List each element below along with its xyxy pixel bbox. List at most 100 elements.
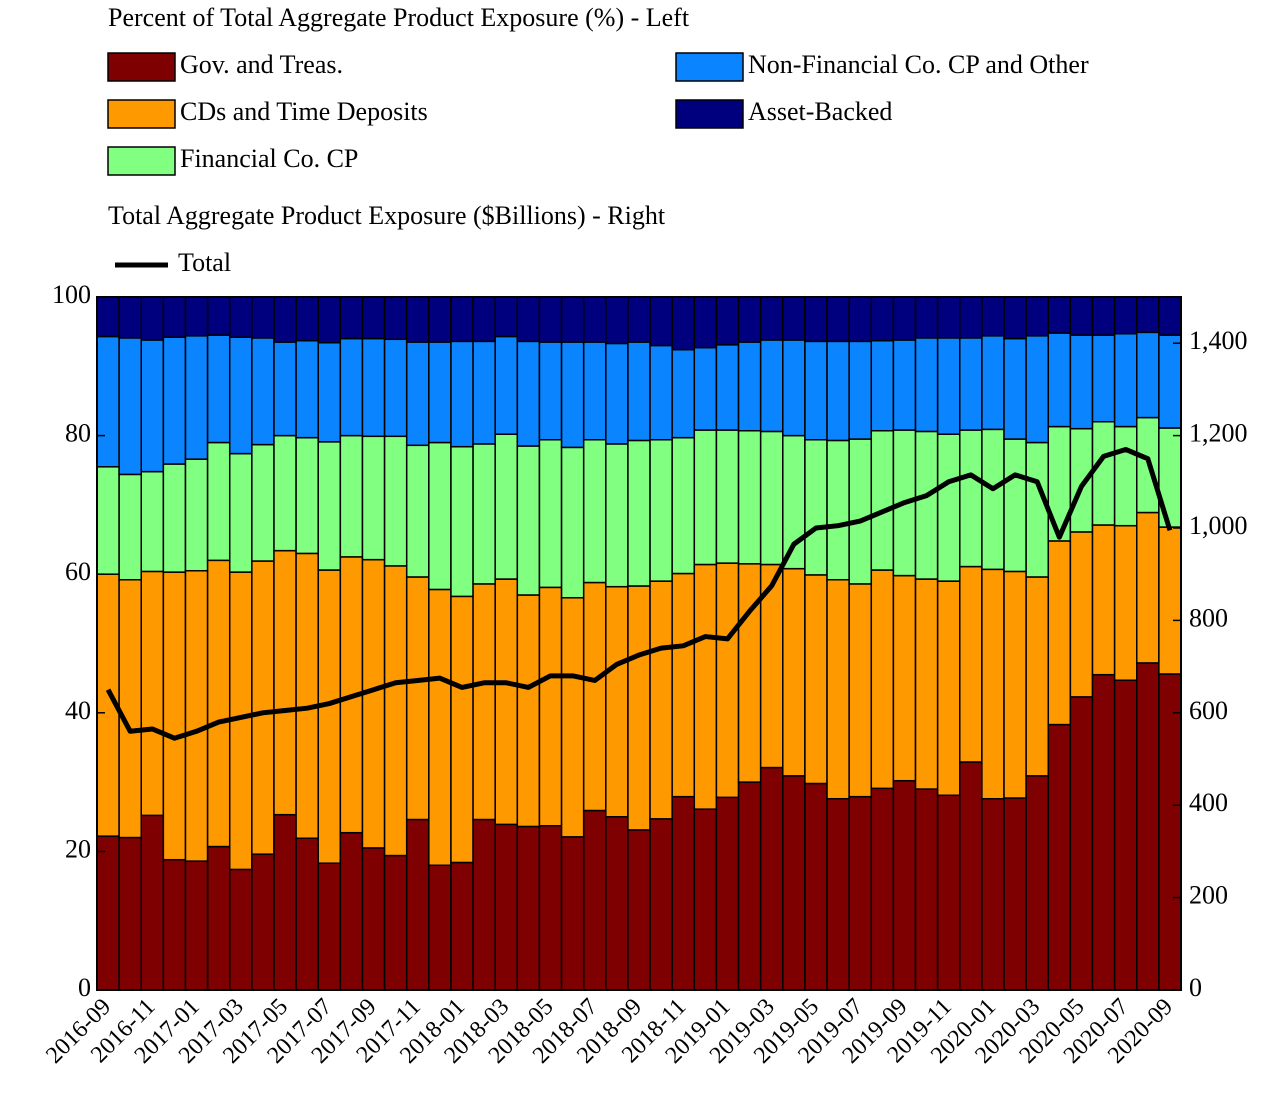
legend-label: Gov. and Treas. <box>180 50 343 79</box>
legend-label: Financial Co. CP <box>180 144 358 173</box>
y-tick-label: 20 <box>65 834 91 863</box>
bar-segment <box>1025 441 1050 578</box>
bar-segment <box>1069 427 1094 533</box>
bar-segment <box>782 775 806 991</box>
bar-segment <box>140 470 165 573</box>
bar-segment <box>96 466 120 575</box>
bar-segment <box>693 808 718 991</box>
bar-segment <box>826 439 850 581</box>
bar-segment <box>759 339 784 433</box>
bar-segment <box>870 296 895 342</box>
bar-segment <box>1158 334 1182 429</box>
bar-segment <box>361 337 386 438</box>
bar-segment <box>383 296 408 341</box>
bar-segment <box>959 565 983 763</box>
bar-segment <box>494 433 519 580</box>
bar-segment <box>804 439 828 576</box>
bar-segment <box>737 429 762 565</box>
bar-segment <box>605 296 629 345</box>
bar-segment <box>959 337 983 431</box>
bar-segment <box>560 597 585 838</box>
bar-segment <box>582 341 607 441</box>
bar-segment <box>494 335 519 435</box>
bar-segment <box>339 337 364 437</box>
bar-segment <box>627 829 651 991</box>
bar-segment <box>273 813 297 991</box>
bar-segment <box>162 571 187 861</box>
bar-segment <box>162 296 187 338</box>
bar-segment <box>251 853 275 991</box>
bar-segment <box>405 576 430 821</box>
bar-segment <box>184 569 209 862</box>
bar-segment <box>228 452 253 573</box>
bar-segment <box>1025 775 1050 991</box>
bar-segment <box>826 797 850 991</box>
bar-segment <box>228 336 253 455</box>
bar-segment <box>1113 332 1138 428</box>
bar-segment <box>715 296 740 346</box>
bar-segment <box>184 296 209 337</box>
legend-swatch <box>107 99 176 129</box>
bar-segment <box>560 446 585 599</box>
bar-segment <box>184 458 209 572</box>
bar-segment <box>472 340 496 445</box>
bar-segment <box>804 574 828 785</box>
bar-segment <box>251 443 275 562</box>
bar-segment <box>1003 337 1027 440</box>
bar-segment <box>383 565 408 857</box>
y2-tick-label: 1,200 <box>1189 419 1248 448</box>
bar-segment <box>715 796 740 991</box>
bar-segment <box>494 578 519 826</box>
bar-segment <box>1069 296 1094 336</box>
bar-segment <box>936 296 961 339</box>
bar-segment <box>715 344 740 431</box>
bar-segment <box>361 435 386 561</box>
bar-segment <box>516 445 541 596</box>
bar-segment <box>1158 296 1182 336</box>
bar-segment <box>516 825 541 991</box>
bar-segment <box>317 862 342 991</box>
bar-segment <box>804 782 828 991</box>
bar-segment <box>538 296 563 343</box>
bar-segment <box>251 560 275 855</box>
bar-segment <box>870 787 895 991</box>
bar-segment <box>981 568 1005 800</box>
bar-segment <box>96 296 120 338</box>
bar-segment <box>1113 679 1138 991</box>
bar-segment <box>1069 696 1094 991</box>
bar-segment <box>96 335 120 468</box>
bar-segment <box>737 563 762 783</box>
bar-segment <box>295 296 319 342</box>
bar-segment <box>118 836 142 991</box>
bar-segment <box>936 580 961 797</box>
bar-segment <box>671 795 696 991</box>
bar-segment <box>981 296 1005 337</box>
bar-segment <box>627 341 651 442</box>
bar-segment <box>472 818 496 991</box>
bar-segment <box>472 296 496 343</box>
bar-segment <box>804 296 828 343</box>
bar-segment <box>472 583 496 821</box>
bar-segment <box>737 781 762 991</box>
bar-segment <box>428 296 452 343</box>
bar-segment <box>251 296 275 339</box>
legend-label: CDs and Time Deposits <box>180 97 428 126</box>
bar-segment <box>848 583 873 798</box>
bar-segment <box>118 296 142 339</box>
bar-segment <box>1091 420 1116 526</box>
bar-segment <box>118 473 142 581</box>
bar-segment <box>1047 723 1072 991</box>
bar-segment <box>1091 524 1116 676</box>
bar-segment <box>273 434 297 552</box>
bar-segment <box>605 342 629 445</box>
bar-segment <box>1069 531 1094 698</box>
legend-swatch <box>107 52 176 82</box>
bar-segment <box>317 441 342 571</box>
bar-segment <box>317 569 342 864</box>
bar-segment <box>1091 673 1116 991</box>
bar-segment <box>605 443 629 588</box>
bar-segment <box>737 296 762 343</box>
bar-segment <box>184 335 209 460</box>
bar-segment <box>759 766 784 991</box>
bar-segment <box>140 570 165 817</box>
